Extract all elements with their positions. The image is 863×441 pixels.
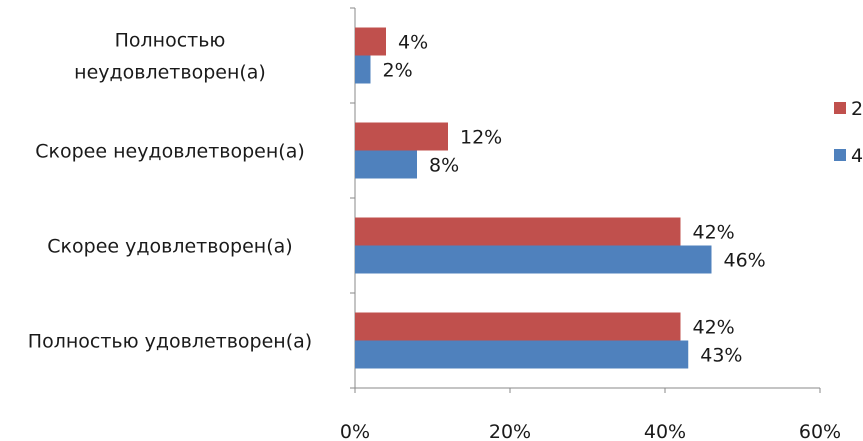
data-label: 4% xyxy=(398,32,428,54)
bar-4q08 xyxy=(355,150,417,179)
legend-swatch xyxy=(834,102,846,114)
x-tick-label: 20% xyxy=(489,421,531,441)
bar-2q09 xyxy=(355,27,386,56)
legend-swatch xyxy=(834,149,846,161)
category-label-line: неудовлетворен(а) xyxy=(74,62,266,84)
category-label-line: Полностью xyxy=(115,30,226,52)
category-label-line: Скорее неудовлетворен(а) xyxy=(35,141,305,163)
data-label: 2% xyxy=(383,60,413,82)
data-label: 42% xyxy=(693,317,735,339)
data-label: 43% xyxy=(700,345,742,367)
data-label: 8% xyxy=(429,155,459,177)
legend-label: 2Q09 xyxy=(851,98,863,120)
legend-label: 4Q08 xyxy=(851,145,863,167)
category-label: Полностью неудовлетворен(а) xyxy=(74,30,266,84)
x-tick-label: 60% xyxy=(799,421,841,441)
data-label: 46% xyxy=(724,250,766,272)
bar-4q08 xyxy=(355,245,712,274)
category-labels: Полностью удовлетворен(а) Скорее удовлетв… xyxy=(28,30,312,353)
bar-2q09 xyxy=(355,217,681,246)
data-label: 12% xyxy=(460,127,502,149)
x-tick-label: 40% xyxy=(644,421,686,441)
category-label: Полностью удовлетворен(а) xyxy=(28,331,312,353)
category-label-line: Полностью удовлетворен(а) xyxy=(28,331,312,353)
axes: 0% 20% 40% 60% xyxy=(340,7,841,441)
category-label: Скорее удовлетворен(а) xyxy=(47,236,292,258)
bar-4q08 xyxy=(355,340,689,369)
x-tick-label: 0% xyxy=(340,421,370,441)
category-label: Скорее неудовлетворен(а) xyxy=(35,141,305,163)
data-label: 42% xyxy=(693,222,735,244)
legend: 2Q09 4Q08 xyxy=(834,98,863,167)
bars: 42% 43% 42% 46% 12%8% 4% 2% xyxy=(355,27,766,369)
bar-2q09 xyxy=(355,312,681,341)
bar-4q08 xyxy=(355,55,371,84)
category-label-line: Скорее удовлетворен(а) xyxy=(47,236,292,258)
bar-2q09 xyxy=(355,122,448,151)
